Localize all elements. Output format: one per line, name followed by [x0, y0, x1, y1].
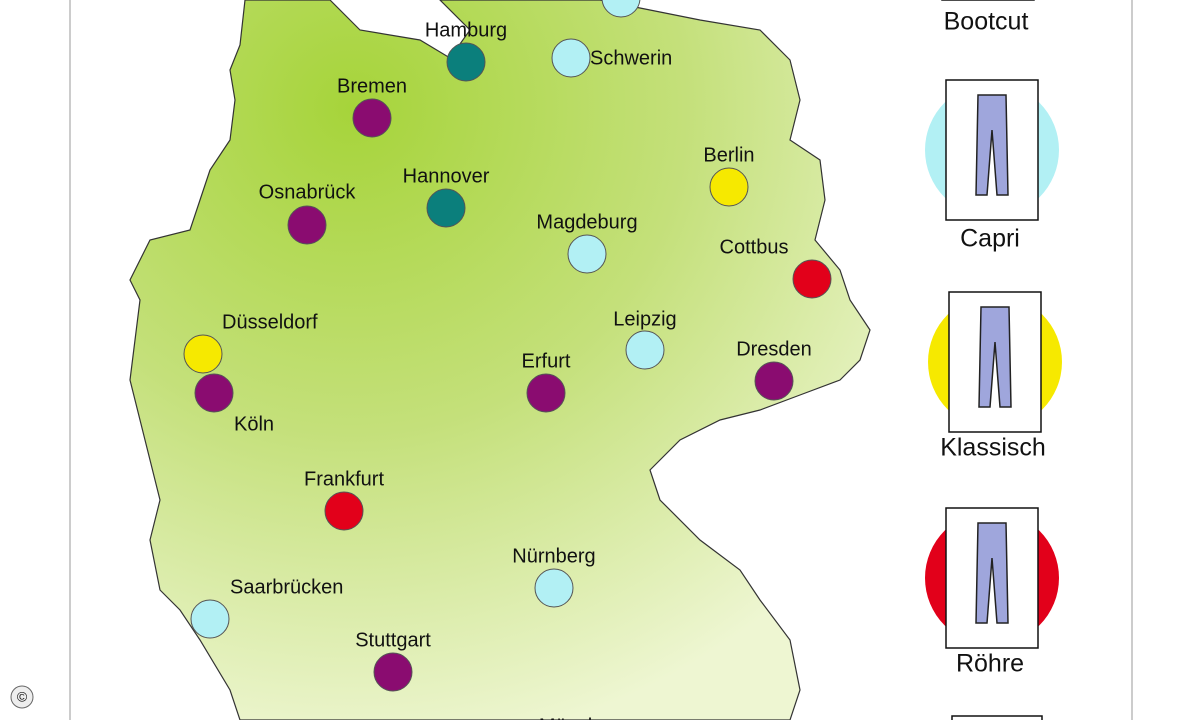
city-marker	[426, 188, 466, 228]
city-marker	[567, 234, 607, 274]
city-label: Hannover	[403, 165, 490, 187]
germany-outline	[129, 0, 871, 720]
city-marker	[287, 205, 327, 245]
city-marker	[551, 38, 591, 78]
city-marker	[446, 42, 486, 82]
city-label: Erfurt	[522, 350, 571, 372]
pants-icon	[975, 522, 1009, 624]
legend-label: Röhre	[956, 650, 1024, 678]
city-marker	[792, 259, 832, 299]
city-label: Cottbus	[720, 236, 789, 258]
city-marker	[526, 373, 566, 413]
city-marker	[194, 373, 234, 413]
city-label: Osnabrück	[259, 181, 357, 203]
city-marker	[352, 98, 392, 138]
city-marker	[709, 167, 749, 207]
city-marker	[190, 599, 230, 639]
legend: Bootcut Capri Klassisch Röhre	[925, 0, 1062, 720]
city-marker	[601, 0, 641, 18]
pants-icon	[975, 94, 1009, 196]
city-label: Saarbrücken	[230, 576, 343, 598]
city-label: Bremen	[337, 75, 407, 97]
city-label: Schwerin	[590, 47, 672, 69]
pants-icon	[978, 306, 1012, 408]
city-marker	[373, 652, 413, 692]
city-label: Düsseldorf	[222, 311, 318, 333]
city-marker	[754, 361, 794, 401]
copyright: ©	[17, 689, 28, 705]
legend-label: Bootcut	[944, 8, 1029, 36]
legend-frame	[951, 715, 1043, 720]
city-label: Berlin	[703, 144, 754, 166]
city-marker	[183, 334, 223, 374]
city-marker	[534, 568, 574, 608]
city-label: Hamburg	[425, 19, 507, 41]
copyright-badge	[10, 685, 34, 709]
city-label: Magdeburg	[536, 211, 637, 233]
cities: Hamburg Schwerin Bremen Berlin Osnabrück Hann…	[183, 0, 832, 720]
legend-label: Klassisch	[940, 434, 1046, 462]
city-label: Stuttgart	[355, 629, 431, 651]
city-label: München	[539, 715, 621, 720]
city-marker	[625, 330, 665, 370]
city-label: Leipzig	[613, 308, 676, 330]
city-label: Köln	[234, 413, 274, 435]
city-label: Frankfurt	[304, 468, 384, 490]
city-label: Dresden	[736, 338, 812, 360]
city-label: Nürnberg	[512, 545, 595, 567]
city-marker	[324, 491, 364, 531]
legend-label: Capri	[960, 225, 1020, 253]
